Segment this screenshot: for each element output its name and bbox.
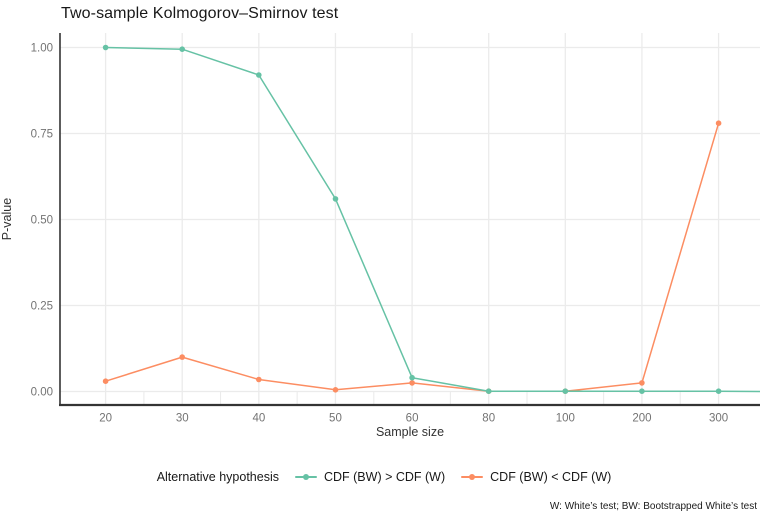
- legend-title: Alternative hypothesis: [156, 470, 279, 484]
- svg-text:20: 20: [99, 413, 112, 425]
- data-point: [409, 380, 415, 386]
- data-point: [715, 388, 722, 395]
- x-tick-labels: 20 30 40 50 60 80 100 200 300: [99, 413, 728, 425]
- svg-text:100: 100: [556, 413, 575, 425]
- data-point: [255, 376, 262, 383]
- data-point: [562, 388, 569, 395]
- data-point: [332, 387, 339, 393]
- legend-label-less: CDF (BW) < CDF (W): [490, 470, 612, 484]
- y-axis-title: P-value: [0, 197, 14, 241]
- svg-text:30: 30: [176, 413, 189, 425]
- data-point: [639, 380, 645, 386]
- data-point: [485, 388, 492, 395]
- data-point: [409, 374, 415, 381]
- svg-text:1.00: 1.00: [31, 43, 53, 55]
- svg-text:40: 40: [252, 413, 265, 425]
- chart-title: Two-sample Kolmogorov–Smirnov test: [61, 5, 339, 22]
- svg-text:200: 200: [632, 413, 651, 425]
- y-tick-labels: 1.00 0.75 0.50 0.25 0.00: [31, 43, 53, 399]
- x-minor-stubs: [143, 391, 681, 404]
- series-cdf-bw-greater: [102, 44, 761, 395]
- svg-text:0.50: 0.50: [31, 215, 53, 227]
- svg-text:0.75: 0.75: [31, 129, 53, 141]
- legend: Alternative hypothesis CDF (BW) > CDF (W…: [0, 466, 768, 488]
- legend-key-less-icon: [461, 470, 484, 484]
- data-point: [102, 44, 109, 51]
- data-point: [332, 196, 339, 202]
- svg-text:50: 50: [329, 413, 342, 425]
- data-point: [102, 378, 109, 385]
- svg-text:0.00: 0.00: [31, 387, 53, 399]
- legend-key-greater-icon: [294, 470, 317, 484]
- legend-label-greater: CDF (BW) > CDF (W): [323, 470, 446, 484]
- svg-text:300: 300: [709, 413, 728, 425]
- legend-item-greater: CDF (BW) > CDF (W): [294, 470, 446, 484]
- data-point: [179, 354, 185, 360]
- data-point: [715, 120, 722, 126]
- data-point: [179, 46, 185, 52]
- axis-lines: [59, 33, 760, 407]
- svg-text:80: 80: [482, 413, 495, 425]
- data-point: [639, 388, 645, 395]
- caption-note: W: White’s test; BW: Bootstrapped White’…: [549, 501, 757, 512]
- x-gridlines: [104, 33, 720, 404]
- svg-text:60: 60: [406, 413, 419, 425]
- svg-text:0.25: 0.25: [31, 301, 53, 313]
- x-axis-title: Sample size: [375, 425, 445, 439]
- legend-item-less: CDF (BW) < CDF (W): [461, 470, 611, 484]
- data-point: [255, 72, 262, 78]
